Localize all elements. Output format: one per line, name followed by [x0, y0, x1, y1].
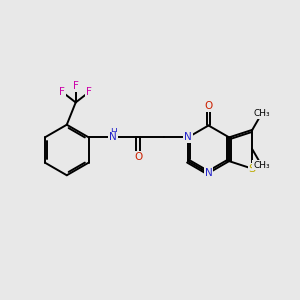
Text: O: O — [134, 152, 142, 162]
Text: H: H — [110, 128, 116, 136]
Text: F: F — [86, 87, 92, 97]
Text: O: O — [204, 101, 213, 111]
Text: S: S — [249, 164, 256, 174]
Text: F: F — [59, 87, 65, 97]
Text: F: F — [73, 81, 79, 91]
Text: CH₃: CH₃ — [253, 110, 270, 118]
Text: N: N — [205, 168, 212, 178]
Text: N: N — [184, 132, 192, 142]
Text: CH₃: CH₃ — [253, 161, 270, 170]
Text: N: N — [109, 132, 117, 142]
